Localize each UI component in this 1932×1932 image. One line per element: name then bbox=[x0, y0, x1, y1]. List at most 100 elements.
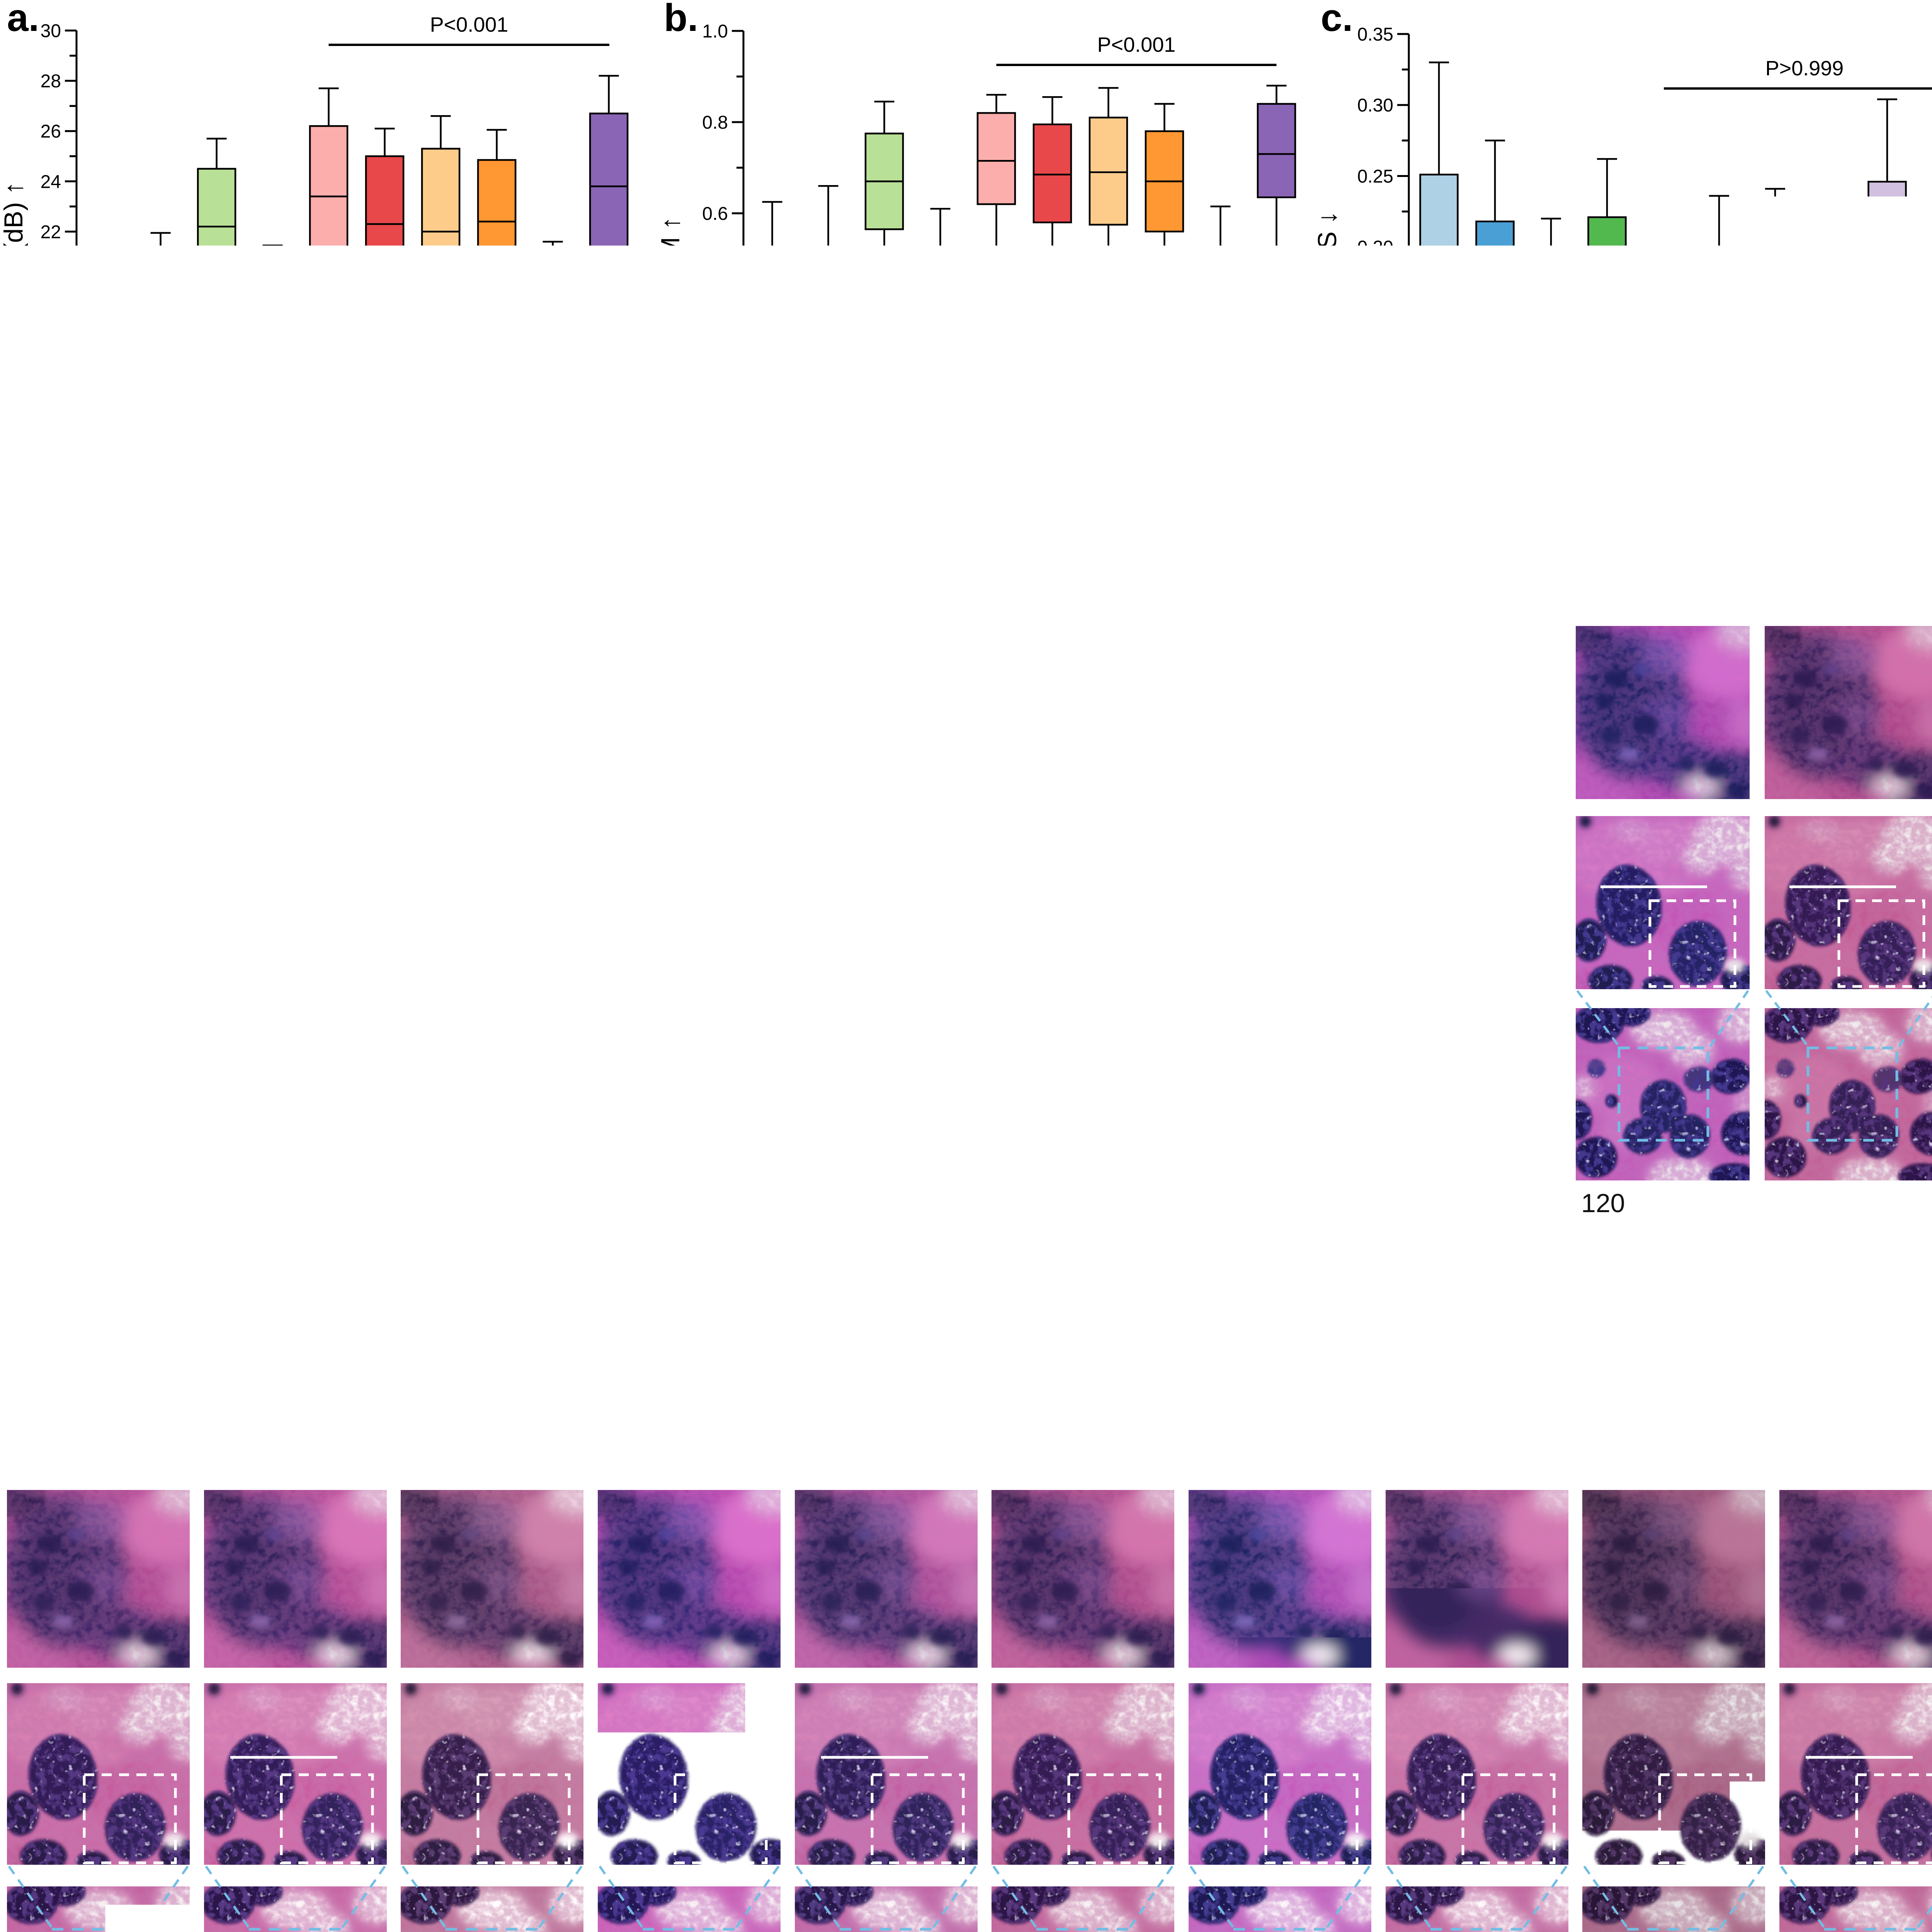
svg-text:StegoGAN: StegoGAN bbox=[337, 1140, 364, 1255]
svg-text:f.: f. bbox=[1020, 576, 1044, 619]
svg-text:CycleGAN: CycleGAN bbox=[705, 1129, 732, 1240]
svg-text:StegoGAN: StegoGAN bbox=[852, 1129, 878, 1243]
svg-text:0.0: 0.0 bbox=[702, 477, 728, 498]
svg-text:Target Style: Target Style bbox=[1177, 661, 1267, 680]
svg-text:Target Style: Target Style bbox=[1778, 593, 1925, 624]
svg-text:30: 30 bbox=[41, 21, 61, 41]
svg-text:b.: b. bbox=[664, 0, 698, 39]
svg-text:28: 28 bbox=[41, 71, 61, 92]
svg-text:100: 100 bbox=[1452, 1158, 1490, 1183]
svg-text:250: 250 bbox=[1058, 593, 1096, 618]
svg-text:d.: d. bbox=[8, 566, 42, 610]
svg-text:0.2: 0.2 bbox=[702, 386, 728, 406]
svg-text:1.0: 1.0 bbox=[702, 21, 728, 42]
svg-text:150: 150 bbox=[1058, 835, 1096, 860]
svg-text:Input Style: Input Style bbox=[1597, 593, 1728, 624]
svg-text:ST: ST bbox=[1870, 503, 1906, 537]
svg-text:60: 60 bbox=[1300, 1158, 1325, 1183]
svg-text:ASP: ASP bbox=[1800, 503, 1850, 546]
svg-text:e.: e. bbox=[490, 566, 522, 609]
svg-text:DGR: DGR bbox=[573, 503, 627, 548]
svg-text:Position: Position bbox=[1267, 1180, 1366, 1211]
svg-text:Intensity of Profile: Intensity of Profile bbox=[1023, 755, 1054, 976]
svg-text:225: 225 bbox=[1058, 653, 1096, 678]
svg-text:40: 40 bbox=[1221, 1158, 1247, 1183]
svg-text:SSIM ↑: SSIM ↑ bbox=[656, 216, 685, 301]
svg-text:UNSB: UNSB bbox=[815, 1129, 842, 1195]
svg-text:Pix2pix: Pix2pix bbox=[668, 1129, 695, 1206]
svg-text:BCI: BCI bbox=[121, 1140, 147, 1180]
svg-text:KID ↓: KID ↓ bbox=[512, 814, 543, 882]
svg-text:175: 175 bbox=[1058, 774, 1096, 799]
svg-text:DGR: DGR bbox=[961, 1129, 988, 1182]
svg-text:14: 14 bbox=[41, 423, 61, 444]
svg-text:0.00: 0.00 bbox=[544, 1049, 588, 1075]
svg-text:0.04: 0.04 bbox=[544, 891, 588, 917]
svg-text:16: 16 bbox=[41, 373, 61, 393]
svg-text:26: 26 bbox=[41, 121, 61, 142]
svg-text:0.05: 0.05 bbox=[1357, 451, 1393, 471]
svg-text:0.25: 0.25 bbox=[1357, 167, 1393, 187]
svg-text:0.10: 0.10 bbox=[544, 655, 588, 680]
svg-text:LPIPS ↓: LPIPS ↓ bbox=[1313, 211, 1342, 306]
svg-text:DGR: DGR bbox=[1241, 507, 1295, 552]
svg-text:ST: ST bbox=[925, 1129, 951, 1159]
svg-text:P<0.001: P<0.001 bbox=[1097, 33, 1176, 56]
svg-text:20: 20 bbox=[55, 1005, 80, 1030]
svg-text:24: 24 bbox=[41, 172, 61, 192]
svg-text:0.06: 0.06 bbox=[544, 813, 588, 838]
svg-text:0.15: 0.15 bbox=[1357, 308, 1393, 329]
svg-text:0.08: 0.08 bbox=[544, 734, 588, 759]
svg-text:75: 75 bbox=[1071, 1016, 1096, 1041]
svg-text:80: 80 bbox=[55, 683, 80, 708]
svg-text:50: 50 bbox=[1071, 1077, 1096, 1102]
svg-text:RegGAN: RegGAN bbox=[778, 1129, 805, 1225]
svg-text:Pix2pix: Pix2pix bbox=[157, 1140, 184, 1218]
svg-text:Her2: Her2 bbox=[742, 1129, 769, 1180]
svg-text:0.02: 0.02 bbox=[544, 971, 588, 996]
svg-text:60: 60 bbox=[55, 790, 80, 815]
svg-text:0.6: 0.6 bbox=[702, 204, 728, 224]
svg-text:0.30: 0.30 bbox=[1357, 95, 1393, 116]
svg-text:a.: a. bbox=[7, 0, 39, 39]
svg-text:RegGAN: RegGAN bbox=[265, 1140, 292, 1236]
svg-text:BCI: BCI bbox=[632, 1129, 659, 1168]
svg-text:PSNR (dB) ↑: PSNR (dB) ↑ bbox=[0, 182, 28, 332]
svg-text:200: 200 bbox=[1058, 714, 1096, 739]
svg-text:18: 18 bbox=[41, 323, 61, 343]
svg-text:ST: ST bbox=[535, 503, 571, 537]
svg-text:ST: ST bbox=[410, 1140, 436, 1171]
svg-text:100: 100 bbox=[1058, 956, 1096, 981]
svg-text:0.35: 0.35 bbox=[1357, 24, 1393, 45]
svg-text:0.12: 0.12 bbox=[544, 576, 588, 601]
svg-text:12: 12 bbox=[41, 473, 61, 494]
svg-text:0.8: 0.8 bbox=[702, 112, 728, 133]
svg-text:DGR, PCC=0.982: DGR, PCC=0.982 bbox=[1177, 640, 1313, 659]
svg-text:c.: c. bbox=[1321, 0, 1353, 39]
svg-text:ASP: ASP bbox=[374, 1140, 400, 1188]
svg-text:Her2: Her2 bbox=[229, 1140, 256, 1192]
svg-text:g.: g. bbox=[1529, 577, 1563, 621]
svg-text:20: 20 bbox=[41, 272, 61, 293]
svg-text:DGR: DGR bbox=[446, 1140, 473, 1194]
svg-text:0.20: 0.20 bbox=[1357, 237, 1393, 258]
svg-text:40: 40 bbox=[55, 898, 80, 923]
svg-text:P<0.001: P<0.001 bbox=[807, 934, 886, 957]
svg-text:125: 125 bbox=[1058, 895, 1096, 920]
svg-text:P>0.999: P>0.999 bbox=[1765, 57, 1844, 80]
svg-text:0.4: 0.4 bbox=[702, 295, 728, 315]
svg-text:ASP: ASP bbox=[888, 1129, 915, 1177]
svg-text:P<0.001: P<0.001 bbox=[430, 13, 509, 36]
svg-text:0.10: 0.10 bbox=[1357, 379, 1393, 400]
svg-text:25: 25 bbox=[1071, 1137, 1096, 1162]
svg-text:UNSB: UNSB bbox=[301, 1140, 328, 1207]
svg-text:ASP: ASP bbox=[466, 503, 515, 546]
svg-text:RegGAN, PCC=0.976: RegGAN, PCC=0.976 bbox=[1177, 619, 1343, 638]
svg-text:0: 0 bbox=[68, 1112, 80, 1137]
svg-text:22: 22 bbox=[41, 222, 61, 242]
svg-text:FID ↓: FID ↓ bbox=[0, 821, 29, 888]
svg-text:CycleGAN: CycleGAN bbox=[193, 1140, 219, 1252]
svg-text:DGR: DGR bbox=[1908, 503, 1932, 548]
svg-text:Pix2pix, PCC=0.979: Pix2pix, PCC=0.979 bbox=[1177, 598, 1330, 617]
svg-text:80: 80 bbox=[1379, 1158, 1405, 1183]
